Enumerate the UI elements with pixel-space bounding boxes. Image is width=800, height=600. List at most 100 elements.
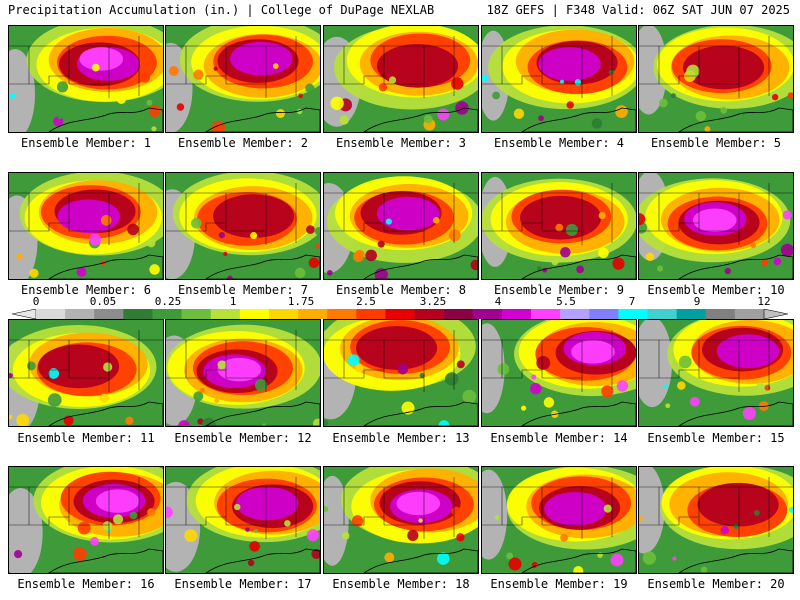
- ensemble-member-label: Ensemble Member: 5: [650, 136, 782, 150]
- ensemble-member-label: Ensemble Member: 13: [332, 431, 470, 445]
- ensemble-map-panel: [165, 25, 321, 133]
- ensemble-member-label: Ensemble Member: 19: [490, 577, 628, 591]
- precip-map: [324, 26, 478, 132]
- colorbar-swatch: [501, 309, 532, 319]
- map-title: Precipitation Accumulation (in.) | Colle…: [8, 3, 435, 17]
- ensemble-member-label: Ensemble Member: 8: [335, 283, 467, 297]
- precip-map: [482, 320, 636, 426]
- colorbar-swatch: [36, 309, 66, 319]
- precip-map: [639, 173, 793, 279]
- precip-map: [639, 320, 793, 426]
- precip-map: [166, 26, 320, 132]
- colorbar-swatch: [65, 309, 95, 319]
- ensemble-member-label: Ensemble Member: 20: [647, 577, 785, 591]
- ensemble-member-label: Ensemble Member: 15: [647, 431, 785, 445]
- ensemble-map-panel: [638, 319, 794, 427]
- colorbar-tick-label: 0: [32, 295, 40, 308]
- model-valid-time: 18Z GEFS | F348 Valid: 06Z SAT JUN 07 20…: [486, 3, 790, 17]
- precip-map: [166, 173, 320, 279]
- ensemble-map-panel: [8, 466, 164, 574]
- colorbar-tick-label: 9: [693, 295, 701, 308]
- colorbar-swatch: [443, 309, 474, 319]
- colorbar-swatch: [152, 309, 182, 319]
- precip-map: [166, 320, 320, 426]
- colorbar-tick-label: 5.5: [556, 295, 576, 308]
- colorbar-swatch: [472, 309, 503, 319]
- precip-map: [639, 26, 793, 132]
- colorbar-swatch: [268, 309, 299, 319]
- colorbar-swatch: [181, 309, 212, 319]
- ensemble-member-label: Ensemble Member: 2: [177, 136, 309, 150]
- precip-map: [9, 467, 163, 573]
- colorbar-swatch: [705, 309, 736, 319]
- precip-colorbar: [12, 309, 788, 319]
- precip-map: [482, 26, 636, 132]
- colorbar-tick-label: 7: [628, 295, 636, 308]
- ensemble-member-label: Ensemble Member: 18: [332, 577, 470, 591]
- colorbar-swatch: [356, 309, 386, 319]
- ensemble-member-label: Ensemble Member: 10: [647, 283, 785, 297]
- ensemble-map-panel: [8, 25, 164, 133]
- precip-map: [166, 467, 320, 573]
- colorbar-swatch: [298, 309, 328, 319]
- ensemble-map-panel: [323, 319, 479, 427]
- colorbar-swatch: [618, 309, 648, 319]
- ensemble-member-label: Ensemble Member: 6: [20, 283, 152, 297]
- ensemble-member-label: Ensemble Member: 16: [17, 577, 155, 591]
- colorbar-tick-label: 0.25: [154, 295, 182, 308]
- ensemble-map-panel: [481, 25, 637, 133]
- ensemble-map-panel: [638, 25, 794, 133]
- colorbar-swatch: [589, 309, 619, 319]
- ensemble-member-label: Ensemble Member: 7: [177, 283, 309, 297]
- ensemble-map-panel: [481, 172, 637, 280]
- ensemble-map-panel: [638, 172, 794, 280]
- ensemble-member-label: Ensemble Member: 14: [490, 431, 628, 445]
- ensemble-member-label: Ensemble Member: 11: [17, 431, 155, 445]
- ensemble-map-panel: [165, 319, 321, 427]
- ensemble-map-panel: [165, 466, 321, 574]
- ensemble-member-label: Ensemble Member: 4: [493, 136, 625, 150]
- ensemble-map-panel: [481, 466, 637, 574]
- colorbar-max-arrow: [763, 309, 788, 319]
- ensemble-member-label: Ensemble Member: 9: [493, 283, 625, 297]
- ensemble-member-label: Ensemble Member: 3: [335, 136, 467, 150]
- ensemble-map-panel: [323, 172, 479, 280]
- colorbar-tick-label: 12: [757, 295, 771, 308]
- colorbar-tick-label: 2.5: [356, 295, 376, 308]
- ensemble-map-panel: [323, 466, 479, 574]
- colorbar-swatch: [94, 309, 124, 319]
- colorbar-swatch: [647, 309, 677, 319]
- colorbar-swatch: [385, 309, 415, 319]
- ensemble-map-panel: [165, 172, 321, 280]
- ensemble-member-label: Ensemble Member: 12: [174, 431, 312, 445]
- ensemble-member-label: Ensemble Member: 1: [20, 136, 152, 150]
- precip-map: [9, 173, 163, 279]
- precip-map: [9, 320, 163, 426]
- colorbar-swatch: [210, 309, 241, 319]
- precip-map: [639, 467, 793, 573]
- precip-map: [324, 320, 478, 426]
- colorbar-swatch: [531, 309, 561, 319]
- colorbar-tick-label: 1.75: [287, 295, 315, 308]
- colorbar-swatch: [327, 309, 357, 319]
- precip-map: [9, 26, 163, 132]
- ensemble-map-panel: [481, 319, 637, 427]
- precip-map: [482, 173, 636, 279]
- precip-map: [482, 467, 636, 573]
- ensemble-map-panel: [8, 319, 164, 427]
- colorbar-swatch: [676, 309, 707, 319]
- ensemble-member-label: Ensemble Member: 17: [174, 577, 312, 591]
- precip-map: [324, 173, 478, 279]
- ensemble-map-panel: [8, 172, 164, 280]
- precip-map: [324, 467, 478, 573]
- colorbar-swatch: [239, 309, 270, 319]
- colorbar-swatch: [560, 309, 590, 319]
- colorbar-tick-label: 4: [494, 295, 502, 308]
- ensemble-map-panel: [638, 466, 794, 574]
- ensemble-map-panel: [323, 25, 479, 133]
- colorbar-swatch: [414, 309, 444, 319]
- colorbar-swatch: [734, 309, 765, 319]
- colorbar-swatch: [123, 309, 153, 319]
- colorbar-tick-label: 0.05: [89, 295, 117, 308]
- colorbar-tick-label: 1: [229, 295, 237, 308]
